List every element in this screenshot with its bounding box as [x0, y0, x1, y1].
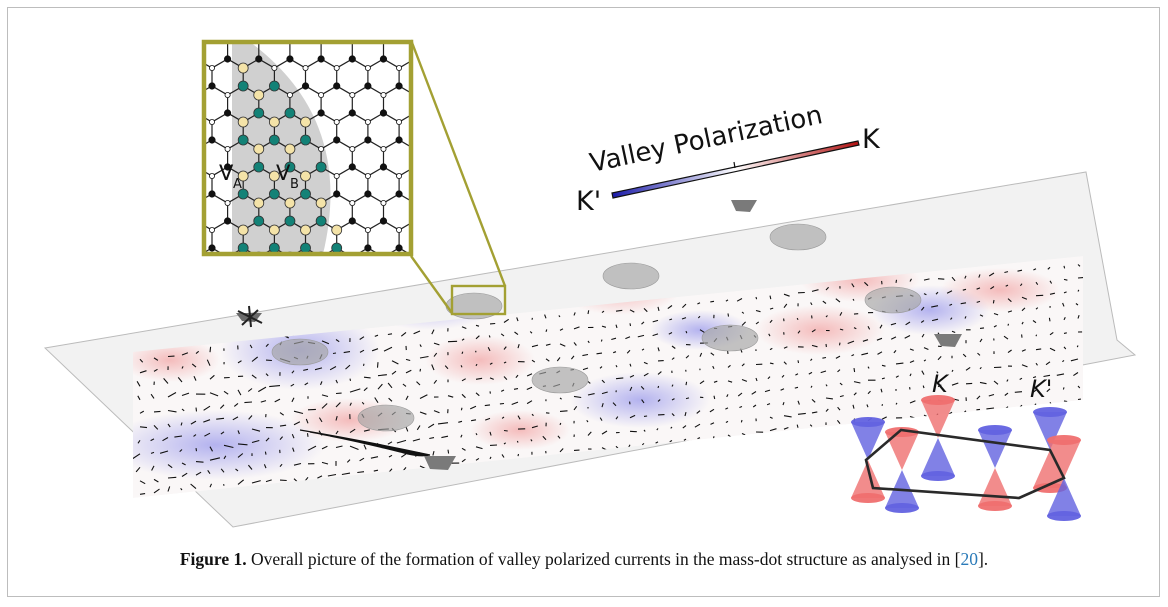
- colorbar-title: Valley Polarization: [587, 100, 825, 179]
- zoom-line-bottom: [410, 255, 453, 314]
- caption-ref-close: ].: [977, 549, 989, 569]
- lead-left: [236, 305, 263, 328]
- lead-top-right: [731, 200, 757, 212]
- zoom-line-top: [409, 39, 507, 287]
- cone-label-kprime: K': [1030, 375, 1052, 403]
- caption-ref-open: [: [954, 549, 961, 569]
- colorbar: Valley Polarization K' K: [576, 100, 881, 217]
- cone-label-k: K: [932, 370, 950, 398]
- caption-text: Overall picture of the formation of vall…: [246, 549, 955, 569]
- zoom-region: [450, 284, 507, 316]
- site-a-label: V: [219, 161, 234, 185]
- mass-dots: [271, 223, 922, 432]
- caption-reference[interactable]: 20: [960, 549, 978, 569]
- site-b-label: V: [276, 161, 291, 185]
- dirac-cones-diagram: [851, 395, 1081, 521]
- colorbar-left-label: K': [576, 186, 601, 217]
- site-a-subscript: A: [233, 177, 242, 192]
- figure-caption: Figure 1. Overall picture of the formati…: [0, 549, 1168, 570]
- lead-right: [934, 334, 962, 347]
- figure-frame: [7, 7, 1160, 597]
- caption-label: Figure 1.: [179, 549, 247, 569]
- lead-bottom: [424, 456, 456, 470]
- site-b-subscript: B: [290, 177, 299, 192]
- lattice-inset: V A V B: [201, 39, 414, 257]
- colorbar-right-label: K: [862, 124, 881, 155]
- figure-illustration: V A V B Valley Polarization K' K K K': [43, 39, 1137, 528]
